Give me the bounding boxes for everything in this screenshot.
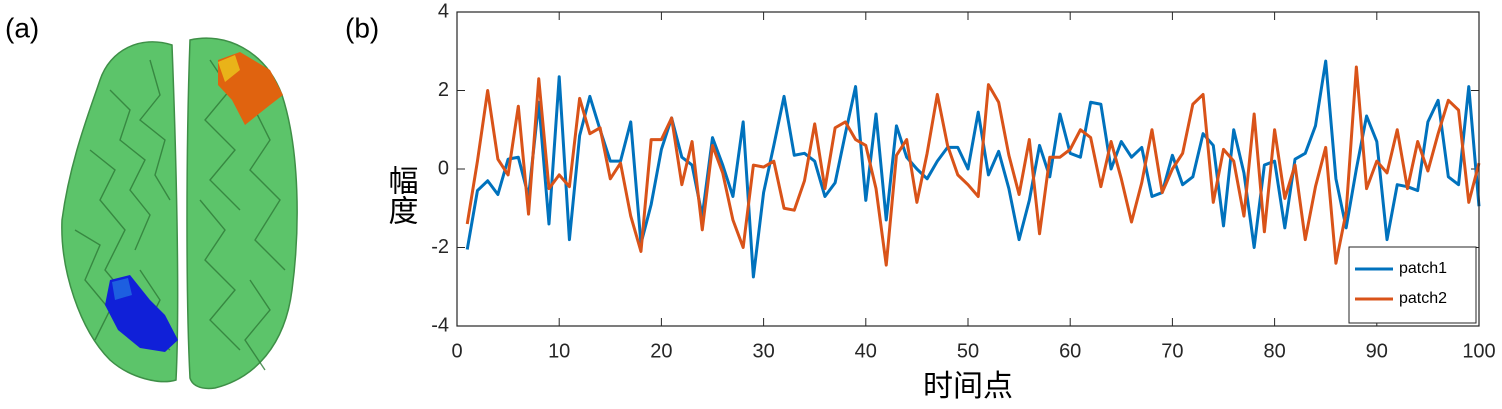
legend-label: patch2 — [1399, 290, 1447, 307]
x-tick-label: 30 — [752, 340, 774, 362]
y-tick-label: 0 — [438, 157, 449, 179]
x-tick-label: 0 — [451, 340, 462, 362]
brain-image — [61, 37, 298, 390]
x-tick-label: 70 — [1161, 340, 1183, 362]
y-tick-label: 2 — [438, 79, 449, 101]
x-tick-label: 100 — [1462, 340, 1495, 362]
panel-label: (a) — [5, 12, 39, 43]
legend-box — [1348, 246, 1477, 324]
x-tick-label: 80 — [1263, 340, 1285, 362]
x-tick-label: 10 — [548, 340, 570, 362]
line — [465, 65, 1481, 267]
panel-label: (b) — [345, 12, 379, 43]
x-tick-label: 40 — [855, 340, 877, 362]
x-tick-label: 60 — [1059, 340, 1081, 362]
y-tick-label: 4 — [438, 0, 449, 22]
y-tick-label: -2 — [431, 236, 449, 258]
axes-box — [456, 11, 1480, 327]
line — [465, 59, 1481, 279]
x-tick-label: 50 — [957, 340, 979, 362]
x-tick-label: 90 — [1366, 340, 1388, 362]
y-tick-label: -4 — [431, 314, 449, 336]
legend-label: patch1 — [1399, 260, 1447, 277]
x-axis-label: 时间点 — [923, 370, 1013, 403]
y-axis-label: 幅度 — [384, 165, 418, 225]
x-tick-label: 20 — [650, 340, 672, 362]
